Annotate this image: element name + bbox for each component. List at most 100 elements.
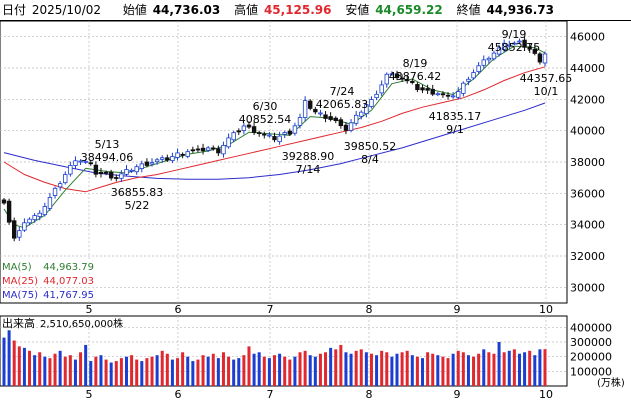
legend-bg — [1, 260, 95, 273]
annotation-value: 39850.52 — [344, 140, 397, 153]
candle-body — [481, 59, 486, 66]
candle-body — [190, 149, 196, 152]
open-value: 44,736.03 — [152, 3, 221, 17]
volume-bar — [38, 352, 42, 386]
candle-body — [88, 162, 93, 165]
volume-bar — [160, 350, 164, 386]
candle-body — [328, 116, 333, 120]
volume-bar — [79, 352, 83, 386]
legend-bg — [1, 274, 95, 287]
volume-bar — [170, 359, 174, 386]
volume-bar — [58, 350, 62, 386]
candle-body — [144, 161, 150, 166]
volume-bar — [456, 350, 460, 386]
volume-bar — [114, 361, 118, 386]
volume-bar — [201, 355, 205, 386]
volume-bar — [334, 349, 338, 386]
volume-bar — [492, 353, 496, 386]
volume-bar — [349, 353, 353, 386]
annotation-value: 43876.42 — [389, 70, 442, 83]
high-label: 高値 — [234, 3, 259, 17]
volume-bar — [283, 356, 287, 386]
candle-body — [32, 215, 37, 221]
candle-body — [501, 42, 507, 50]
legend-name: MA(25) — [2, 276, 38, 287]
volume-bar — [89, 361, 93, 386]
candle-body — [430, 88, 435, 95]
candle-body — [404, 79, 410, 82]
candle-body — [73, 160, 78, 166]
volume-bar — [298, 352, 302, 386]
price-tick-label: 42000 — [570, 93, 605, 106]
volume-bar — [517, 353, 521, 386]
candle-body — [78, 160, 83, 163]
price-x-tick-label: 6 — [175, 303, 182, 316]
volume-bar — [507, 350, 511, 386]
volume-bar — [247, 346, 251, 386]
candle-body — [445, 94, 451, 97]
volume-bar — [176, 358, 180, 386]
volume-bar — [94, 356, 98, 386]
annotation-date: 8/4 — [361, 153, 379, 166]
candle-body — [461, 82, 466, 94]
candle-body — [200, 147, 206, 152]
legend-bg — [1, 288, 95, 301]
volume-bar — [68, 355, 72, 386]
volume-bar — [523, 352, 527, 386]
price-tick-label: 44000 — [570, 62, 605, 75]
candle-body — [420, 87, 425, 91]
volume-title: 出来高 — [2, 316, 35, 330]
candle-body — [37, 212, 42, 217]
volume-bar — [155, 355, 159, 386]
volume-bar — [466, 355, 470, 386]
volume-bar — [262, 356, 266, 386]
low-label: 安値 — [345, 3, 370, 17]
volume-bar — [216, 358, 220, 386]
volume-bar — [472, 356, 476, 386]
volume-x-tick-label: 5 — [86, 388, 93, 400]
price-x-tick-label: 7 — [267, 303, 274, 316]
volume-bar — [48, 358, 52, 386]
volume-bar — [512, 349, 516, 386]
volume-bar — [426, 352, 430, 386]
volume-tick-label: 200000 — [570, 351, 612, 364]
candle-body — [195, 148, 201, 151]
volume-bar — [227, 356, 231, 386]
candle-body — [425, 88, 430, 91]
candle-body — [353, 114, 359, 124]
volume-bar — [329, 347, 333, 386]
volume-bar — [390, 356, 394, 386]
candle-body — [119, 173, 124, 179]
volume-tick-label: 100000 — [570, 365, 612, 378]
volume-bar — [380, 350, 384, 386]
annotation-value: 41835.17 — [429, 110, 482, 123]
volume-bar — [2, 337, 6, 386]
volume-bar — [22, 347, 26, 386]
candle-body — [103, 171, 109, 174]
candle-body — [272, 136, 277, 141]
volume-bar — [395, 353, 399, 386]
volume-bar — [211, 353, 215, 386]
candle-body — [154, 159, 160, 163]
candle-body — [98, 171, 104, 175]
volume-bar — [436, 355, 440, 386]
candle-body — [221, 144, 226, 155]
volume-bar — [43, 356, 47, 386]
date-value: 2025/10/02 — [31, 3, 102, 17]
volume-bar — [303, 350, 307, 386]
volume-tick-label: 300000 — [570, 336, 612, 349]
candle-body — [522, 39, 527, 48]
volume-bar — [324, 352, 328, 386]
candle-body — [277, 135, 282, 143]
candle-body — [527, 46, 532, 50]
price-frame — [0, 20, 568, 304]
candle-body — [57, 183, 63, 188]
candle-body — [6, 200, 12, 223]
volume-bar — [441, 356, 445, 386]
volume-bar — [385, 352, 389, 386]
price-tick-label: 32000 — [570, 250, 605, 263]
price-x-tick-label: 9 — [454, 303, 461, 316]
candle-body — [83, 160, 88, 163]
candle-body — [440, 93, 446, 96]
candle-body — [374, 93, 379, 99]
